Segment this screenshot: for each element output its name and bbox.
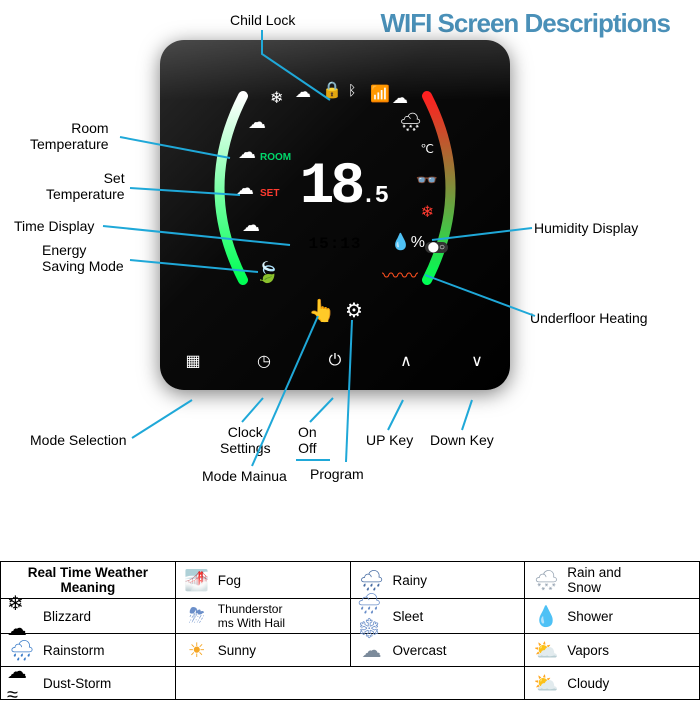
callout-program: Program: [310, 466, 364, 482]
celsius-icon: ℃: [421, 142, 434, 156]
sleet-icon: 🌧❄: [357, 603, 387, 629]
cloudy-icon: ⛅: [531, 670, 561, 696]
power-button[interactable]: ⏻: [324, 350, 346, 372]
weather-icon-c: ☁: [392, 88, 408, 108]
rainsnow-icon: 🌨: [531, 567, 561, 593]
rainy-icon: 🌧: [357, 567, 387, 593]
rainsnow-label: Rain andSnow: [567, 565, 621, 595]
page-title: WIFI Screen Descriptions: [380, 8, 670, 39]
callout-down: Down Key: [430, 432, 494, 448]
device: ❄ ☁ 🔒 ᛒ 📶 ☁ ☁ ☁ ROOM ☁ SET ☁ 🍃 🌨 ℃ 👓 ❄ 💧…: [160, 40, 510, 390]
overcast-label: Overcast: [393, 643, 447, 658]
temp-dec: .5: [361, 183, 388, 210]
dust-icon: ☁≈: [7, 670, 37, 696]
underfloor-icon: 〰〰: [382, 262, 418, 288]
callout-child-lock: Child Lock: [230, 12, 295, 28]
clock-button[interactable]: ◷: [253, 350, 275, 372]
callout-clock: ClockSettings: [220, 424, 271, 456]
wifi-icon: 📶: [370, 84, 390, 104]
cloud-icon-1: ☁: [248, 112, 266, 133]
dust-label: Dust-Storm: [43, 676, 111, 691]
callout-mode-mainua: Mode Mainua: [202, 468, 287, 484]
temperature-display: 18.5: [300, 155, 388, 220]
lock-icon: 🔒: [322, 80, 342, 100]
weather-table: Real Time WeatherMeaning 🌁Fog 🌧Rainy 🌨Ra…: [0, 561, 700, 700]
rainstorm-label: Rainstorm: [43, 643, 105, 658]
sleet-label: Sleet: [393, 609, 424, 624]
rainy-label: Rainy: [393, 573, 428, 588]
thunder-label: Thunderstorms With Hail: [218, 602, 285, 630]
shower-icon: 💧: [531, 603, 561, 629]
shower-label: Shower: [567, 609, 613, 624]
cloud-icon-2: ☁: [238, 142, 256, 163]
auto-icon: ⚙: [345, 298, 363, 323]
callout-humidity: Humidity Display: [534, 220, 638, 236]
weather-icon-b: ☁: [295, 82, 311, 102]
callout-onoff: OnOff: [298, 424, 317, 456]
toggle-icon: ⬤○: [425, 242, 448, 253]
mask-icon: 👓: [416, 170, 438, 191]
callout-energy: EnergySaving Mode: [42, 242, 124, 274]
cloud-icon-4: ☁: [242, 215, 260, 236]
cloud-icon-3: ☁: [236, 178, 254, 199]
bluetooth-icon: ᛒ: [348, 82, 356, 98]
overcast-icon: ☁: [357, 637, 387, 663]
mode-button[interactable]: ▦: [182, 350, 204, 372]
callout-underfloor: Underfloor Heating: [530, 310, 648, 326]
cloudy-label: Cloudy: [567, 676, 609, 691]
callout-set-temp: SetTemperature: [46, 170, 125, 202]
humidity-icon: 💧%: [391, 232, 425, 252]
snow-icon-2: ❄: [421, 202, 434, 222]
thunder-icon: ⛈: [182, 603, 212, 629]
vapors-label: Vapors: [567, 643, 609, 658]
manual-icon: 👆: [308, 298, 335, 324]
blizzard-icon: ❄☁: [7, 603, 37, 629]
time-display: 15:13: [308, 235, 361, 253]
fog-label: Fog: [218, 573, 241, 588]
set-label: SET: [260, 188, 279, 199]
blizzard-label: Blizzard: [43, 609, 91, 624]
sunny-icon: ☀: [182, 637, 212, 663]
callout-up: UP Key: [366, 432, 413, 448]
up-button[interactable]: ∧: [395, 350, 417, 372]
vapors-icon: ⛅: [531, 637, 561, 663]
snow-icon: 🌨: [399, 112, 422, 133]
touch-button-row: ▦ ◷ ⏻ ∧ ∨: [182, 350, 488, 372]
fog-icon: 🌁: [182, 567, 212, 593]
temp-main: 18: [300, 155, 362, 220]
callout-room-temp: RoomTemperature: [30, 120, 109, 152]
sunny-label: Sunny: [218, 643, 256, 658]
callout-mode-sel: Mode Selection: [30, 432, 127, 448]
weather-icon-a: ❄: [270, 88, 283, 108]
down-button[interactable]: ∨: [466, 350, 488, 372]
room-label: ROOM: [260, 152, 291, 163]
callout-time-display: Time Display: [14, 218, 94, 234]
leaf-icon: 🍃: [255, 260, 280, 285]
